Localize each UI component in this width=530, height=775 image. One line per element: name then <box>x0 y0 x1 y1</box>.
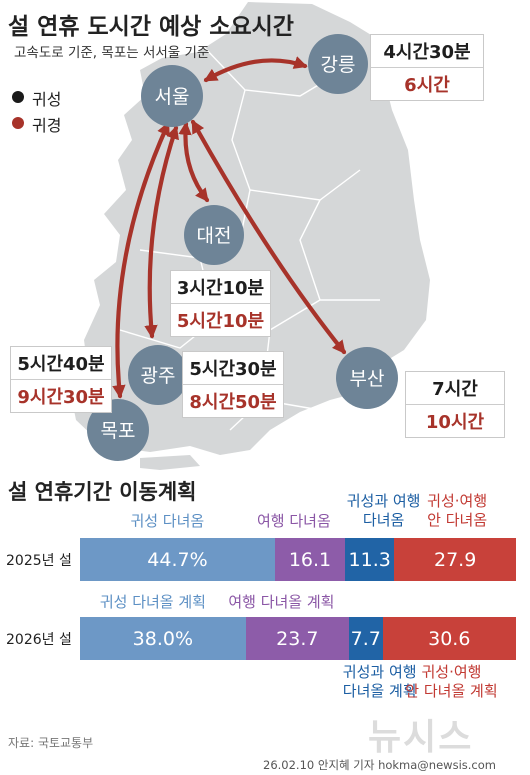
credit-text: 26.02.10 안지혜 기자 hokma@newsis.com <box>263 758 496 772</box>
gwangju-go-time: 5시간30분 <box>189 359 277 380</box>
mokpo-go-time: 5시간40분 <box>17 354 105 375</box>
mokpo-back-time: 9시간30분 <box>11 379 111 412</box>
gangneung-back-time: 6시간 <box>371 67 483 100</box>
segment-annotation: 여행 다녀올 계획 <box>228 593 335 611</box>
bar-value-label: 27.9 <box>434 548 477 571</box>
busan-node <box>336 347 398 409</box>
legend-label-back: 귀경 <box>32 116 62 135</box>
bar-segment: 23.7 <box>245 617 349 660</box>
time-box-busan: 7시간 10시간 <box>405 371 505 438</box>
bar-value-label: 30.6 <box>428 627 471 650</box>
segment-annotation: 귀성과 여행 다녀올 계획 <box>342 663 417 700</box>
time-box-mokpo: 5시간40분 9시간30분 <box>10 346 112 413</box>
time-box-daejeon: 3시간10분 5시간10분 <box>170 270 271 337</box>
category-label: 2025년 설 <box>6 553 72 569</box>
gwangju-node <box>128 345 188 405</box>
page-title: 설 연휴 도시간 예상 소요시간 <box>8 14 294 40</box>
page-subtitle: 고속도로 기준, 목포는 서서울 기준 <box>14 45 210 61</box>
seoul-label: 서울 <box>155 86 190 108</box>
segment-annotation: 여행 다녀옴 <box>256 512 331 530</box>
legend-swatch-go <box>12 91 24 103</box>
bar-value-label: 23.7 <box>276 627 319 650</box>
city-nodes: 서울 강릉 대전 광주 목포 부산 <box>87 34 398 461</box>
newsis-logo: 뉴시스 <box>368 717 474 758</box>
bar-value-label: 38.0% <box>132 627 194 650</box>
segment-annotation: 귀성·여행 안 다녀옴 <box>427 492 488 529</box>
bar-segment: 16.1 <box>274 538 346 581</box>
bar-segment: 30.6 <box>382 617 516 660</box>
daejeon-node <box>184 205 244 265</box>
seoul-node <box>141 65 203 127</box>
bar-segment: 38.0% <box>80 617 246 660</box>
gangneung-label: 강릉 <box>321 54 356 76</box>
mokpo-label: 목포 <box>101 420 136 442</box>
legend-label-go: 귀성 <box>32 90 62 109</box>
chart-title: 설 연휴기간 이동계획 <box>8 480 197 504</box>
gangneung-go-time: 4시간30분 <box>383 42 471 63</box>
segment-annotation: 귀성 다녀올 계획 <box>99 593 206 611</box>
busan-label: 부산 <box>350 368 385 390</box>
time-box-gangneung: 4시간30분 6시간 <box>370 34 484 101</box>
segment-annotation: 귀성·여행 안 다녀올 계획 <box>405 663 498 700</box>
time-box-gwangju: 5시간30분 8시간50분 <box>182 351 284 418</box>
gwangju-back-time: 8시간50분 <box>183 384 283 417</box>
route-arrows <box>112 56 347 399</box>
bar-segment: 7.7 <box>349 617 383 660</box>
bar-segment: 27.9 <box>394 538 516 581</box>
jeju-island <box>140 455 200 470</box>
bar-value-label: 44.7% <box>147 548 208 571</box>
korea-map: 서울 강릉 대전 광주 목포 부산 <box>70 2 430 470</box>
bar-value-label: 16.1 <box>288 548 332 571</box>
gangneung-node <box>308 34 368 94</box>
daejeon-go-time: 3시간10분 <box>176 278 265 299</box>
segment-annotation: 귀성과 여행 다녀옴 <box>346 492 421 529</box>
source-text: 자료: 국토교통부 <box>8 736 94 750</box>
category-label: 2026년 설 <box>6 632 72 648</box>
segment-annotation: 귀성 다녀옴 <box>130 512 205 530</box>
legend-swatch-back <box>12 117 24 129</box>
busan-go-time: 7시간 <box>432 379 478 400</box>
gwangju-label: 광주 <box>141 365 176 387</box>
bar-segment: 44.7% <box>80 538 275 581</box>
arrow-seoul-mokpo <box>112 121 171 399</box>
arrow-seoul-gangneung <box>203 56 308 83</box>
bar-value-label: 7.7 <box>350 627 381 650</box>
arrow-seoul-busan <box>190 119 347 355</box>
daejeon-label: 대전 <box>197 225 232 247</box>
daejeon-back-time: 5시간10분 <box>171 303 270 336</box>
mokpo-node <box>87 399 149 461</box>
bar-segment: 11.3 <box>345 538 395 581</box>
busan-back-time: 10시간 <box>406 404 504 437</box>
bar-value-label: 11.3 <box>348 548 391 571</box>
